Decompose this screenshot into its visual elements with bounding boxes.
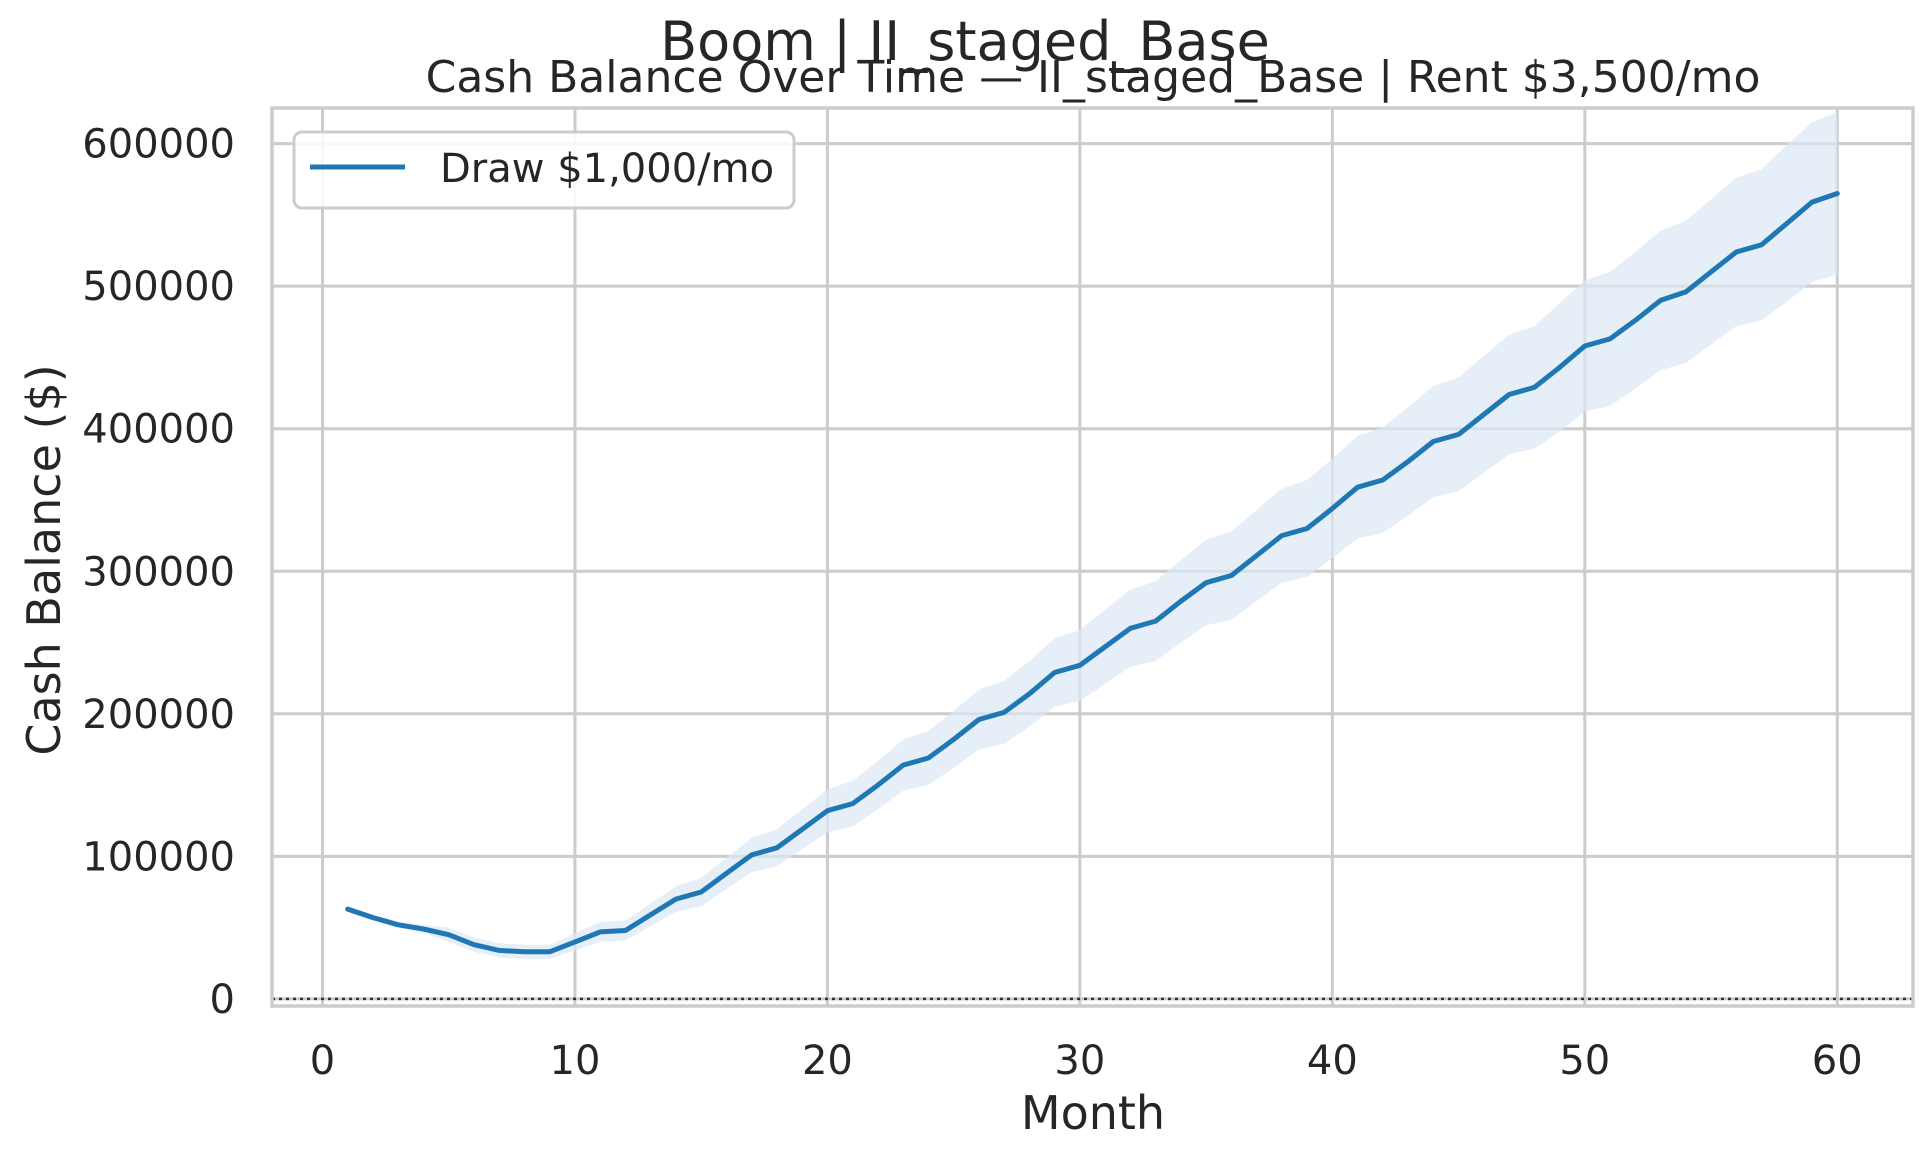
chart-title: Cash Balance Over Time — II_staged_Base … <box>426 52 1761 103</box>
y-tick-label: 500000 <box>82 264 235 310</box>
x-tick-label: 0 <box>310 1038 335 1084</box>
series-line-draw <box>345 191 1840 955</box>
y-tick-label: 300000 <box>82 549 235 595</box>
plot-frame <box>270 106 1915 1008</box>
figure-suptitle: Boom | II_staged_Base <box>660 10 1270 73</box>
y-tick-label: 400000 <box>82 407 235 453</box>
y-tick-label: 200000 <box>82 692 235 738</box>
confidence-band <box>347 112 1838 960</box>
x-tick-label: 30 <box>1054 1038 1105 1084</box>
x-tick-label: 10 <box>550 1038 601 1084</box>
series-band <box>347 112 1838 960</box>
y-axis-label: Cash Balance ($) <box>17 364 71 755</box>
y-tick-label: 100000 <box>82 834 235 880</box>
x-tick-label: 60 <box>1812 1038 1863 1084</box>
y-tick-labels: 0 100000 200000 300000 400000 500000 600000 <box>82 122 235 1023</box>
x-tick-label: 40 <box>1307 1038 1358 1084</box>
x-tick-labels: 0 10 20 30 40 50 60 <box>310 1038 1863 1084</box>
x-axis-label: Month <box>1021 1086 1165 1140</box>
legend-label-draw: Draw $1,000/mo <box>440 146 774 192</box>
series-lines <box>345 191 1840 955</box>
x-tick-label: 20 <box>802 1038 853 1084</box>
y-tick-label: 0 <box>210 977 235 1023</box>
legend: Draw $1,000/mo <box>292 130 796 210</box>
y-tick-label: 600000 <box>82 122 235 168</box>
x-tick-label: 50 <box>1559 1038 1610 1084</box>
legend-box <box>292 130 796 210</box>
